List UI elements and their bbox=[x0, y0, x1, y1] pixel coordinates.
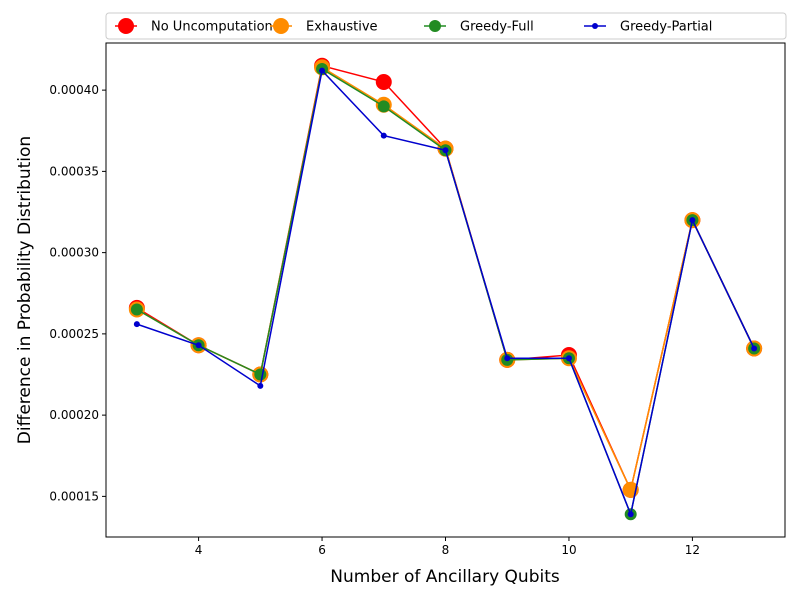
series-line bbox=[136, 67, 755, 517]
series-2 bbox=[128, 59, 763, 498]
y-tick-label: 0.00015 bbox=[49, 489, 99, 503]
series-3 bbox=[130, 63, 761, 521]
y-tick-label: 0.00025 bbox=[49, 327, 99, 341]
data-point bbox=[195, 342, 202, 349]
series-line bbox=[136, 64, 755, 493]
x-axis-title: Number of Ancillary Qubits bbox=[330, 567, 560, 587]
data-point bbox=[254, 368, 267, 381]
x-tick-label: 12 bbox=[685, 543, 700, 557]
legend-entry: Greedy-Partial bbox=[584, 20, 712, 35]
data-point bbox=[257, 382, 264, 389]
x-tick-label: 6 bbox=[318, 543, 326, 557]
legend-swatch-marker bbox=[118, 18, 134, 34]
data-point bbox=[130, 303, 143, 316]
legend-label: Greedy-Full bbox=[460, 20, 534, 35]
legend-entry: No Uncomputation bbox=[115, 18, 273, 35]
series-4 bbox=[133, 67, 758, 518]
data-point bbox=[319, 67, 326, 74]
series-line bbox=[136, 66, 755, 493]
x-tick-label: 4 bbox=[195, 543, 203, 557]
x-tick-label: 8 bbox=[442, 543, 450, 557]
legend-label: Greedy-Partial bbox=[620, 20, 712, 35]
series-line bbox=[136, 69, 755, 517]
legend-swatch-marker bbox=[273, 18, 289, 34]
series-1 bbox=[128, 57, 763, 498]
data-point bbox=[375, 74, 392, 90]
legend-swatch-marker bbox=[429, 20, 441, 32]
x-tick-label: 10 bbox=[561, 543, 576, 557]
legend: No Uncomputation Exhaustive Greedy-Full Gre… bbox=[105, 12, 787, 40]
legend-swatch-marker bbox=[592, 23, 598, 29]
data-point bbox=[442, 147, 449, 154]
y-tick-label: 0.00035 bbox=[49, 164, 99, 178]
series-layer bbox=[128, 57, 763, 521]
y-axis-title: Difference in Probability Distribution bbox=[15, 136, 35, 444]
legend-entry: Greedy-Full bbox=[424, 20, 534, 35]
data-point bbox=[377, 100, 390, 113]
y-tick-label: 0.00030 bbox=[49, 246, 99, 260]
y-tick-label: 0.00020 bbox=[49, 408, 99, 422]
data-point bbox=[504, 355, 511, 362]
legend-label: No Uncomputation bbox=[151, 20, 273, 35]
data-point bbox=[380, 132, 387, 139]
data-point bbox=[133, 321, 140, 328]
data-point bbox=[689, 217, 696, 224]
data-point bbox=[751, 345, 758, 352]
data-point bbox=[565, 355, 572, 362]
legend-label: Exhaustive bbox=[306, 20, 378, 35]
data-point bbox=[627, 511, 634, 518]
axes: 4 6 8 10 12 0.00015 0.00020 0.00025 0.00030 0.000… bbox=[49, 42, 786, 557]
y-tick-label: 0.00040 bbox=[49, 83, 99, 97]
plot-frame bbox=[105, 42, 786, 538]
legend-entry: Exhaustive bbox=[270, 18, 378, 35]
